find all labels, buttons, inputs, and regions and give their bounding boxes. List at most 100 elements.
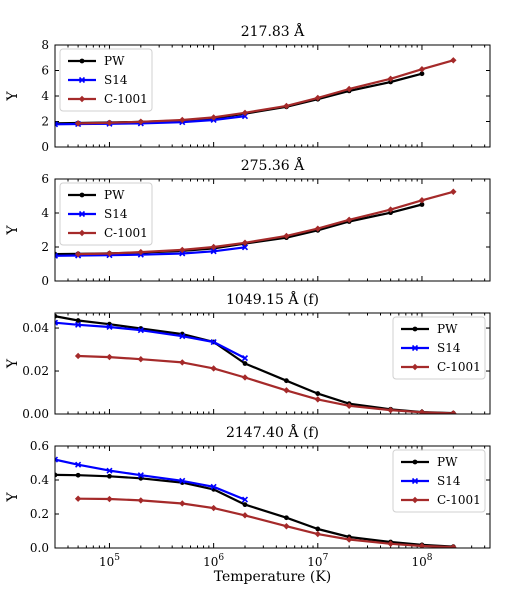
data-point — [179, 333, 186, 340]
legend-box — [59, 48, 153, 112]
data-point — [137, 356, 145, 363]
data-point — [179, 477, 186, 484]
legend-entry: C-1001 — [437, 493, 481, 507]
legend-entry: S14 — [104, 207, 128, 221]
panel-3: 1049.15 Å (f) Y 0.00 0.02 0.04 PW S14 C-1001 — [5, 290, 491, 421]
panel-1: 217.83 Å Y 0 2 4 6 8 PW S14 C-1001 — [5, 22, 491, 154]
legend: PW S14 C-1001 — [392, 449, 486, 513]
data-point — [107, 473, 112, 479]
axes-frame — [54, 312, 491, 415]
data-point — [75, 472, 81, 478]
legend-entry: PW — [437, 455, 458, 469]
data-point — [137, 248, 145, 256]
data-point — [55, 456, 59, 463]
legend-box — [392, 316, 486, 380]
x-tick-exponent: 6 — [218, 553, 224, 563]
data-point — [55, 313, 58, 319]
data-point — [242, 502, 248, 508]
y-tick-label: 0.4 — [30, 473, 49, 487]
y-tick-label: 0 — [41, 274, 49, 288]
y-tick-label: 8 — [41, 38, 49, 52]
data-point — [314, 396, 321, 403]
data-point — [450, 188, 457, 195]
y-tick-label: 6 — [41, 64, 49, 78]
x-tick-exponent: 8 — [427, 553, 433, 563]
series-line-c-1001 — [78, 497, 454, 548]
data-point — [345, 216, 353, 223]
data-point — [137, 327, 144, 334]
legend-entry: S14 — [104, 73, 128, 87]
data-point — [241, 113, 249, 120]
y-tick-label: 0.02 — [22, 364, 49, 378]
y-axis-label: Y — [5, 225, 21, 236]
data-point — [106, 353, 113, 361]
data-point — [241, 512, 249, 519]
legend-entry: C-1001 — [437, 360, 481, 374]
data-point — [106, 119, 113, 126]
data-point — [284, 515, 289, 521]
x-tick-base: 10 — [99, 555, 114, 569]
y-tick-label: 4 — [41, 206, 49, 220]
data-point — [241, 496, 249, 503]
legend-entry: C-1001 — [104, 92, 148, 106]
data-point — [55, 121, 59, 128]
y-tick-label: 2 — [41, 115, 49, 129]
data-point — [210, 365, 217, 372]
series-line-c-1001 — [78, 59, 454, 125]
legend-marker — [78, 210, 86, 218]
data-point — [345, 402, 353, 410]
data-point — [210, 114, 217, 121]
legend-entry: PW — [104, 188, 125, 202]
panel-title: 275.36 Å — [241, 156, 305, 174]
legend-entry: S14 — [437, 341, 461, 355]
axes-frame — [54, 178, 491, 282]
data-point — [314, 530, 321, 538]
series-group — [55, 456, 457, 548]
legend-entry: PW — [437, 322, 458, 336]
data-point — [242, 361, 248, 366]
legend-marker — [411, 496, 419, 504]
series-group — [55, 188, 457, 259]
y-tick-label: 0.00 — [22, 407, 49, 421]
y-tick-label: 0.0 — [30, 541, 49, 555]
series-group — [55, 313, 457, 414]
data-point — [75, 318, 81, 323]
data-point — [387, 206, 394, 213]
data-point — [283, 523, 290, 530]
legend-entry: PW — [104, 54, 125, 68]
legend-marker — [411, 344, 419, 352]
series-line-s14 — [55, 321, 246, 360]
y-tick-label: 6 — [41, 172, 49, 186]
data-point — [419, 71, 425, 77]
data-point — [450, 57, 457, 64]
x-tick-label: 106 — [203, 553, 224, 569]
data-point — [179, 246, 186, 254]
y-tick-label: 4 — [41, 89, 49, 103]
data-point — [315, 391, 321, 396]
y-tick-label: 2 — [41, 240, 49, 254]
legend-marker — [411, 477, 419, 485]
data-point — [75, 321, 82, 328]
legend-marker — [78, 76, 86, 84]
data-point — [418, 66, 426, 73]
legend-box — [392, 449, 486, 513]
data-point — [450, 543, 457, 548]
data-point — [315, 526, 321, 532]
data-point — [210, 504, 217, 512]
data-point — [137, 472, 144, 479]
data-point — [75, 461, 82, 468]
data-point — [179, 359, 186, 366]
data-point — [241, 355, 249, 362]
legend: PW S14 C-1001 — [392, 316, 486, 380]
data-point — [314, 225, 321, 232]
axes-frame — [54, 445, 491, 549]
data-point — [241, 109, 249, 117]
x-tick-label: 108 — [411, 553, 432, 569]
x-tick-base: 10 — [307, 555, 322, 569]
data-point — [283, 232, 290, 240]
data-point — [345, 536, 353, 543]
data-point — [106, 495, 113, 503]
data-point — [137, 118, 145, 125]
legend-marker — [79, 58, 85, 64]
data-point — [179, 116, 186, 124]
